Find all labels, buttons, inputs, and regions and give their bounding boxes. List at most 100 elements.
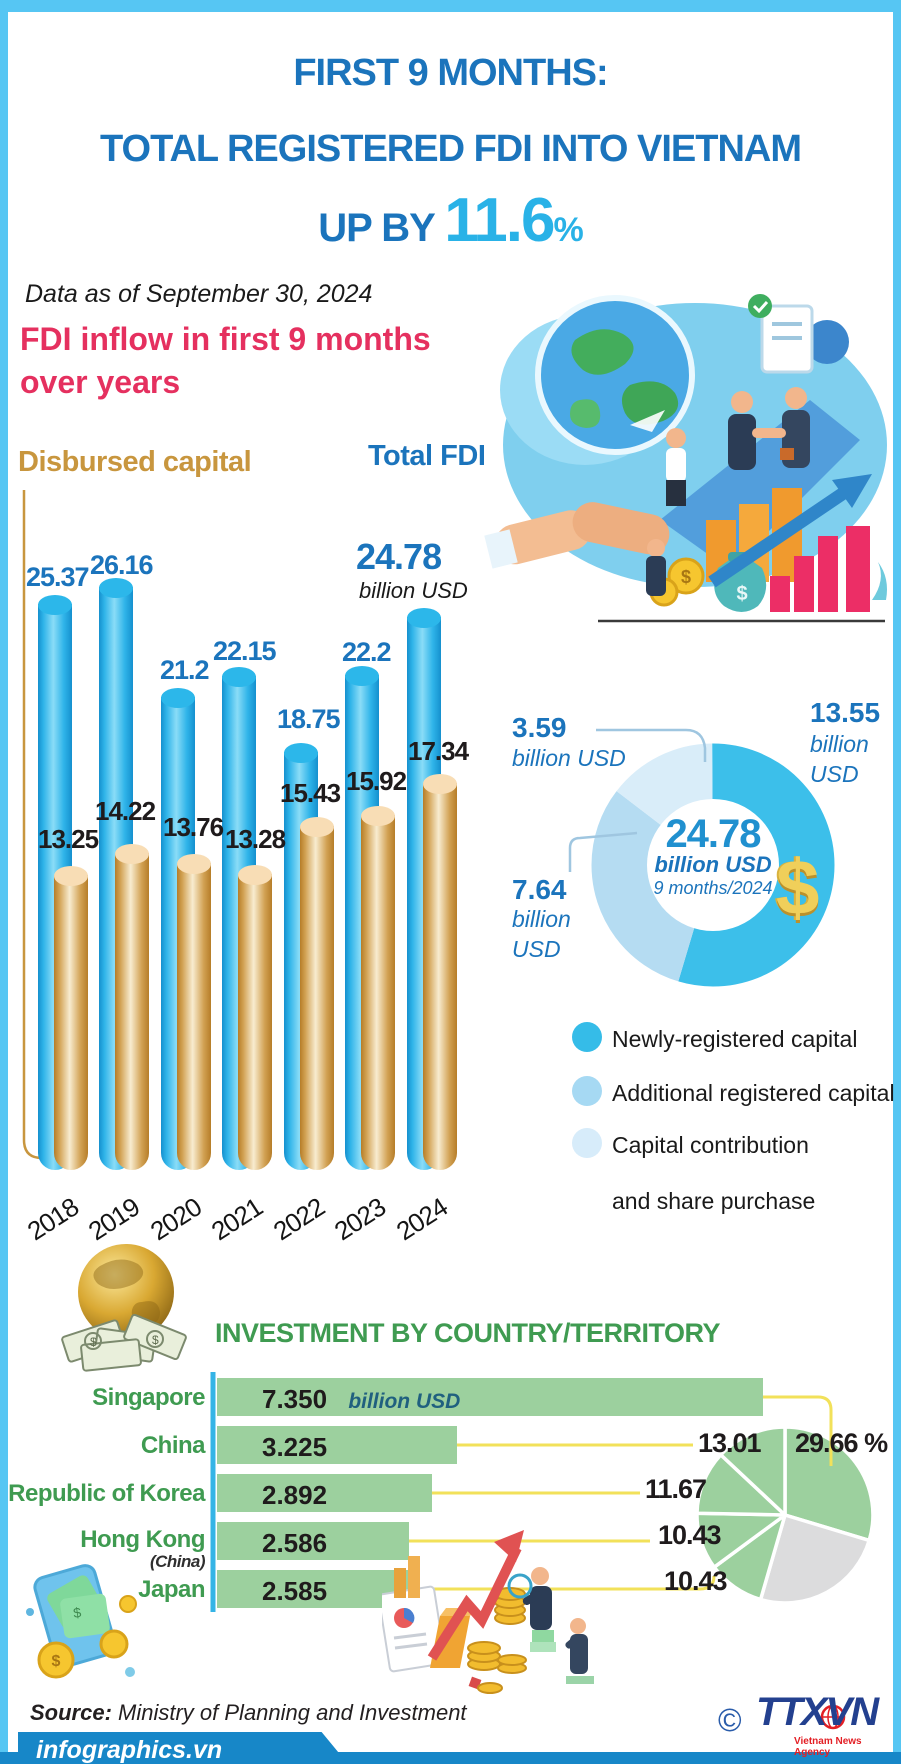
source-line: Source: Ministry of Planning and Investm…: [30, 1700, 467, 1726]
newly-capital-value: 13.55: [810, 697, 881, 728]
dollar-sign-icon: $: [776, 843, 820, 931]
additional-capital-value: 3.59: [512, 712, 567, 743]
country-value-singapore: 7.350 billion USD: [262, 1384, 460, 1415]
section1-heading-line2: over years: [20, 364, 181, 401]
source-label: Source:: [30, 1700, 112, 1725]
singapore-unit: billion USD: [348, 1390, 461, 1413]
total-value-2018: 25.37: [26, 562, 90, 592]
disbursed-value-2020: 13.76: [163, 812, 224, 842]
pie-pct-japan: 10.43: [664, 1566, 728, 1596]
page-title-line2: TOTAL REGISTERED FDI INTO VIETNAM: [99, 128, 802, 170]
svg-text:$: $: [152, 1333, 159, 1347]
donut-center-value: 24.78: [665, 812, 761, 856]
top-border: [0, 0, 901, 12]
contribution-unit1: billion: [512, 906, 571, 932]
disbursed-bar-2019: [115, 844, 149, 1170]
svg-text:$: $: [90, 1335, 97, 1349]
disbursed-value-2018: 13.25: [38, 824, 99, 854]
donut-chart: [591, 743, 835, 987]
svg-text:$: $: [681, 567, 691, 587]
disbursed-value-2019: 14.22: [95, 796, 156, 826]
country-label-singapore: Singapore: [92, 1384, 205, 1411]
additional-capital-unit: billion USD: [512, 745, 626, 771]
disbursed-value-2023: 15.92: [346, 766, 407, 796]
country-bar-hongkong: [217, 1522, 409, 1560]
donut-center-unit: billion USD: [654, 852, 772, 877]
pie-pct-hongkong: 10.43: [658, 1520, 722, 1550]
country-sublabel-hongkong: (China): [149, 1552, 206, 1571]
agency-logo: © TTXVN Vietnam News Agency: [718, 1690, 888, 1758]
disbursed-bar-2024: [423, 774, 457, 1170]
disbursed-bar-2022: [300, 817, 334, 1170]
pie-pct-singapore: 29.66 %: [795, 1428, 888, 1458]
globe-money-icon: $ $: [60, 1240, 192, 1374]
total-value-2021: 22.15: [213, 636, 277, 666]
page-title-line3: UP BY 11.6%: [0, 185, 901, 256]
disbursed-bar-2021: [238, 865, 272, 1170]
data-note: Data as of September 30, 2024: [25, 280, 373, 308]
page-title-line1: FIRST 9 MONTHS:: [293, 52, 608, 94]
infographics-link[interactable]: infographics.vn: [36, 1736, 223, 1764]
legend-label-additional: Additional registered capital: [612, 1080, 895, 1106]
newly-capital-unit1: billion: [810, 731, 869, 757]
svg-text:$: $: [736, 583, 747, 605]
country-pie-chart: [695, 1425, 875, 1605]
disbursed-value-2024: 17.34: [408, 736, 469, 766]
country-section-heading: INVESTMENT BY COUNTRY/TERRITORY: [215, 1318, 721, 1348]
disbursed-capital-label: Disbursed capital: [18, 446, 252, 478]
country-label-japan: Japan: [138, 1576, 205, 1603]
total-value-2024-unit: billion USD: [359, 578, 468, 603]
source-text: Ministry of Planning and Investment: [111, 1700, 467, 1725]
title-percent-value: 11.6: [444, 186, 555, 255]
pie-pct-china: 13.01: [698, 1428, 762, 1458]
legend-label-contribution-line2: and share purchase: [612, 1188, 816, 1214]
disbursed-bar-2018: [54, 866, 88, 1170]
country-label-korea: Republic of Korea: [8, 1480, 205, 1507]
legend-label-newly: Newly-registered capital: [612, 1026, 858, 1052]
total-value-2019: 26.16: [90, 550, 154, 580]
total-value-2022: 18.75: [277, 704, 341, 734]
agency-name: TTXVN: [756, 1690, 879, 1734]
disbursed-bar-2020: [177, 854, 211, 1170]
country-bar-singapore: [217, 1378, 763, 1416]
copyright-icon: ©: [718, 1702, 742, 1738]
businessmen-handshake-figures: [666, 387, 810, 506]
right-border: [893, 0, 901, 1764]
callout-contribution: [568, 831, 638, 872]
total-value-2024: 24.78: [356, 536, 442, 577]
total-value-2020: 21.2: [160, 655, 210, 685]
handshake-illustration: [484, 502, 670, 569]
left-border: [0, 0, 8, 1764]
newly-capital-unit2: USD: [810, 761, 859, 787]
section1-heading: FDI inflow in first 9 months over years: [20, 318, 431, 404]
country-callout-lines: [409, 1395, 833, 1591]
singapore-value: 7.350: [262, 1384, 328, 1414]
legend-label-contribution-line1: Capital contribution: [612, 1132, 809, 1158]
legend-dot-additional: [572, 1076, 602, 1106]
title-up-by: UP BY: [318, 206, 445, 250]
country-bar-japan: [217, 1570, 409, 1608]
footer-brand-tab: [18, 1732, 348, 1764]
percent-sign: %: [553, 211, 583, 249]
country-value-japan: 2.585: [262, 1576, 328, 1606]
country-label-hongkong: Hong Kong: [80, 1526, 205, 1553]
contribution-unit2: USD: [512, 936, 561, 962]
pie-pct-korea: 11.67: [645, 1474, 707, 1504]
callout-additional: [596, 728, 707, 762]
country-value-hongkong: 2.586: [262, 1528, 328, 1558]
total-value-2023: 22.2: [342, 637, 392, 667]
total-fdi-label: Total FDI: [368, 440, 486, 472]
svg-text:$: $: [52, 1653, 61, 1670]
country-value-china: 3.225: [262, 1432, 328, 1462]
country-label-china: China: [140, 1432, 206, 1459]
money-tablet-illustration: $ $: [22, 1552, 142, 1692]
legend-dot-newly: [572, 1022, 602, 1052]
agency-caption: Vietnam News Agency: [794, 1736, 862, 1758]
growth-coins-illustration: [382, 1498, 597, 1703]
contribution-value: 7.64: [512, 874, 567, 905]
disbursed-bar-2023: [361, 806, 395, 1170]
global-investment-illustration: $ $: [480, 280, 892, 626]
section1-heading-line1: FDI inflow in first 9 months: [20, 321, 431, 357]
